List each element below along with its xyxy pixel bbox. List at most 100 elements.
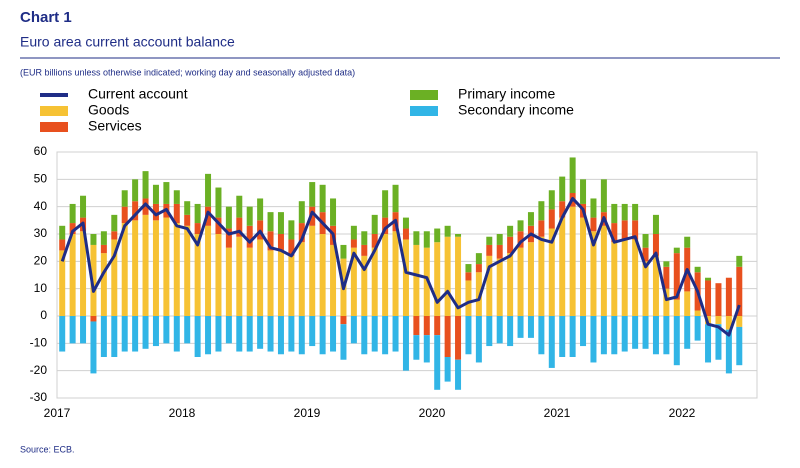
bar-segment: [652, 316, 659, 355]
bar-segment: [517, 220, 524, 232]
bar-segment: [580, 179, 587, 204]
bar-segment: [673, 253, 680, 300]
chart-title: Chart 1: [20, 9, 72, 26]
bar-segment: [69, 223, 76, 234]
bar-segment: [705, 324, 712, 363]
bar-segment: [444, 357, 451, 382]
bar-segment: [371, 247, 378, 316]
bar-segment: [121, 190, 128, 207]
bar-segment: [413, 231, 420, 245]
chart-subtitle: Euro area current account balance: [20, 34, 235, 50]
bar-segment: [600, 179, 607, 213]
bar-segment: [205, 173, 212, 207]
bar-segment: [319, 234, 326, 316]
bar-segment: [111, 316, 118, 357]
bar-segment: [632, 203, 639, 221]
bar-segment: [507, 253, 514, 316]
bar-segment: [340, 324, 347, 360]
bar-segment: [694, 310, 701, 316]
bar-segment: [465, 316, 472, 355]
bar-segment: [382, 190, 389, 218]
bar-segment: [527, 242, 534, 316]
legend-label: Services: [88, 118, 142, 134]
bar-segment: [121, 223, 128, 316]
bar-segment: [236, 217, 243, 237]
bar-segment: [486, 236, 493, 245]
bar-segment: [673, 247, 680, 254]
bar-segment: [246, 316, 253, 352]
bar-segment: [569, 157, 576, 193]
bar-segment: [538, 316, 545, 355]
bar-segment: [475, 264, 482, 273]
bar-segment: [173, 190, 180, 204]
bar-segment: [257, 239, 264, 316]
bar-segment: [90, 234, 97, 245]
bar-segment: [288, 316, 295, 352]
bar-segment: [455, 359, 462, 390]
legend-swatch: [410, 106, 438, 116]
y-tick-label: 0: [40, 308, 47, 322]
bar-segment: [611, 316, 618, 355]
bar-segment: [69, 203, 76, 224]
bar-segment: [288, 239, 295, 256]
bar-segment: [580, 217, 587, 316]
bar-segment: [267, 231, 274, 251]
bar-segment: [215, 217, 222, 234]
bar-segment: [642, 316, 649, 349]
bar-segment: [361, 244, 368, 256]
bar-segment: [277, 316, 284, 355]
x-tick-label: 2020: [419, 406, 446, 420]
bar-segment: [132, 179, 139, 202]
bar-segment: [475, 253, 482, 265]
bar-segment: [371, 316, 378, 352]
bar-segment: [382, 316, 389, 355]
bar-segment: [684, 236, 691, 248]
bar-segment: [559, 176, 566, 202]
bar-segment: [632, 316, 639, 349]
bar-segment: [173, 203, 180, 224]
bar-segment: [288, 255, 295, 316]
bar-segment: [382, 217, 389, 234]
bar-segment: [590, 231, 597, 316]
chart-note: (EUR billions unless otherwise indicated…: [20, 67, 355, 77]
bar-segment: [340, 316, 347, 325]
bar-segment: [725, 329, 732, 374]
x-tick-label: 2021: [544, 406, 571, 420]
bar-segment: [152, 184, 159, 204]
bar-segment: [350, 239, 357, 248]
bar-segment: [725, 316, 732, 330]
bar-segment: [215, 187, 222, 218]
bar-segment: [663, 288, 670, 316]
plot-frame: [56, 151, 758, 399]
bar-segment: [465, 264, 472, 273]
bar-segment: [350, 225, 357, 240]
bar-segment: [423, 247, 430, 316]
bar-segment: [621, 239, 628, 316]
bar-segment: [486, 244, 493, 256]
bar-segment: [267, 212, 274, 232]
bar-segment: [371, 214, 378, 234]
bar-segment: [392, 316, 399, 352]
bar-segment: [548, 209, 555, 229]
bar-segment: [205, 225, 212, 316]
bar-segment: [361, 231, 368, 245]
bar-segment: [486, 316, 493, 347]
bar-segment: [111, 214, 118, 232]
bar-segment: [142, 316, 149, 349]
bar-segment: [475, 316, 482, 363]
bar-segment: [559, 201, 566, 218]
y-tick-label: 10: [34, 281, 48, 295]
bar-segment: [257, 316, 264, 349]
bar-segment: [288, 220, 295, 240]
y-tick-label: 20: [34, 254, 48, 268]
bar-segment: [527, 316, 534, 338]
bar-segment: [736, 266, 743, 316]
bar-segment: [413, 316, 420, 336]
bar-segment: [236, 316, 243, 352]
legend-label: Goods: [88, 102, 129, 118]
bar-segment: [517, 247, 524, 316]
bar-segment: [225, 228, 232, 248]
bar-segment: [496, 244, 503, 259]
bar-segment: [80, 316, 87, 344]
